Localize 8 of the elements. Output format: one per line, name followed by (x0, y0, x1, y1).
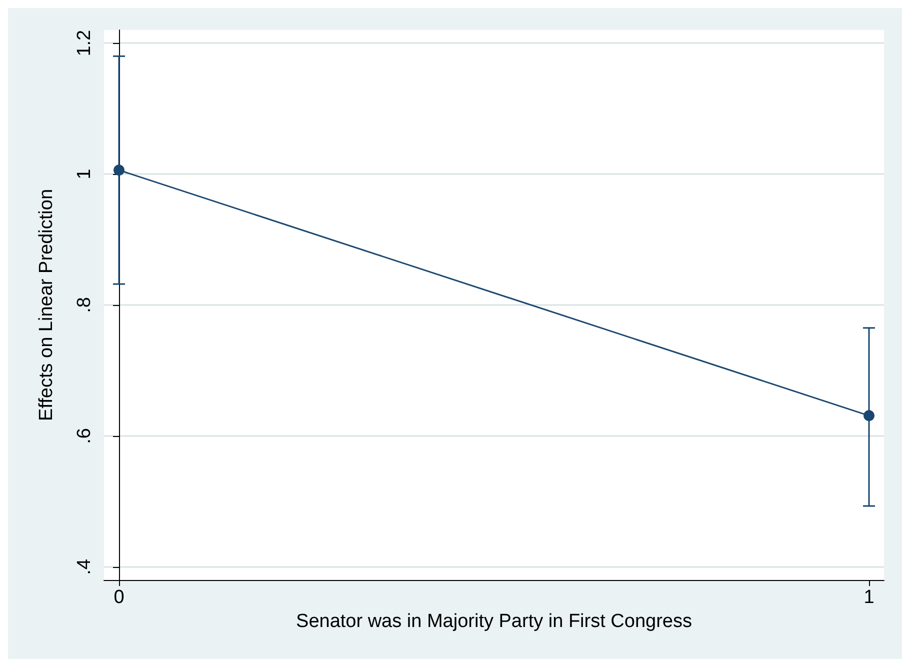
x-tick-label: 0 (114, 587, 124, 608)
y-tick-label: .4 (74, 558, 95, 575)
y-tick-label: 1 (74, 168, 95, 180)
y-axis-title: Effects on Linear Prediction (36, 188, 57, 422)
y-tick-label: 1.2 (74, 30, 95, 56)
x-axis-title: Senator was in Majority Party in First Congress (296, 611, 692, 632)
y-tick-label: .6 (74, 428, 95, 444)
y-tick-label: .8 (74, 297, 95, 313)
